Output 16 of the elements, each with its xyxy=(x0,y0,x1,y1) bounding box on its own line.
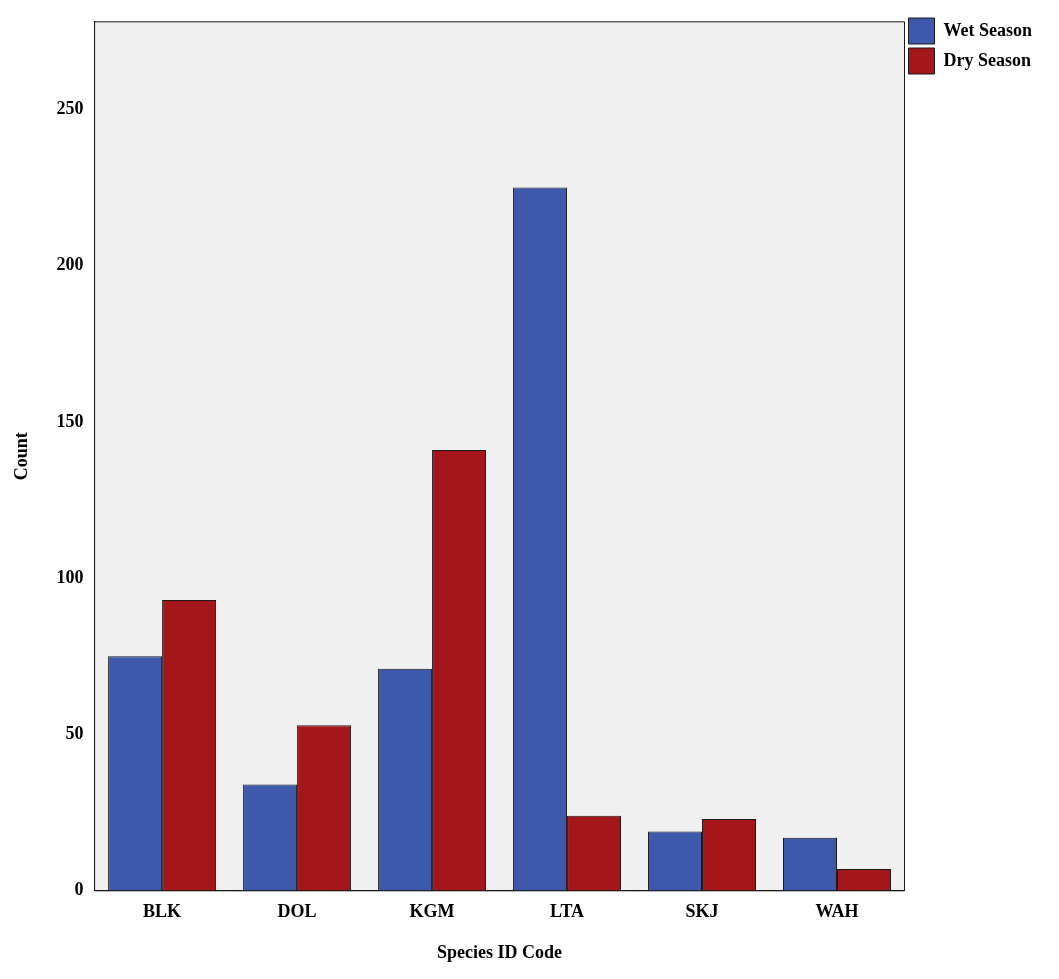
x-tick-label: SKJ xyxy=(685,901,719,922)
y-tick-label: 50 xyxy=(65,723,84,744)
x-tick-label: DOL xyxy=(277,901,317,922)
legend-label: Wet Season xyxy=(943,19,1033,40)
y-axis-title: Count xyxy=(11,432,32,481)
x-tick-label: LTA xyxy=(550,901,585,922)
x-tick-label: KGM xyxy=(409,901,455,922)
y-tick-label: 100 xyxy=(56,566,84,587)
y-tick-label: 250 xyxy=(56,97,84,118)
y-tick-label: 150 xyxy=(56,410,84,431)
y-tick-label: 0 xyxy=(74,879,84,900)
x-tick-label: WAH xyxy=(815,901,859,922)
y-tick-label: 200 xyxy=(56,254,84,275)
x-tick-label: BLK xyxy=(143,901,182,922)
legend-label: Dry Season xyxy=(943,49,1032,70)
x-axis-title: Species ID Code xyxy=(437,941,563,962)
